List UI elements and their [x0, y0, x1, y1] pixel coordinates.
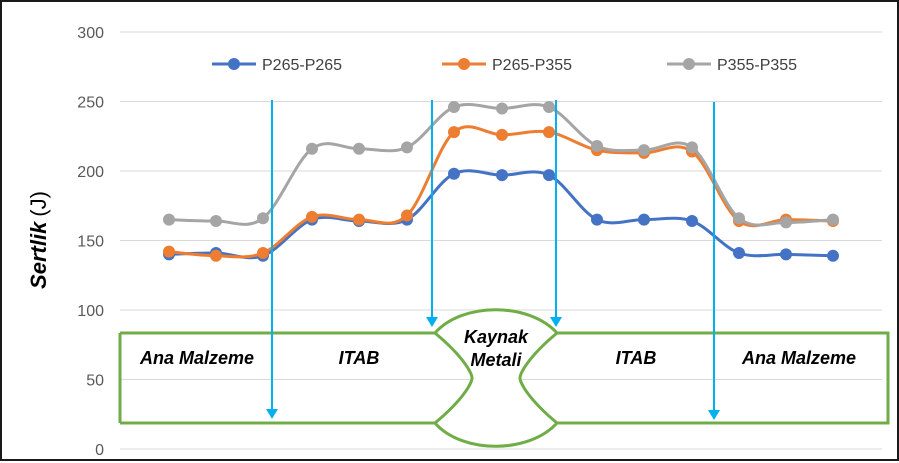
- boundary-arrow-head: [266, 409, 278, 419]
- zone-label-base-metal-left: Ana Malzeme: [139, 348, 254, 368]
- series-p265-p355: [163, 125, 839, 262]
- weld-metal-shape: [432, 308, 560, 448]
- series-line: [168, 103, 834, 227]
- data-point: [686, 141, 698, 154]
- y-axis-label: Sertlik (J): [26, 191, 51, 289]
- data-point: [496, 128, 508, 141]
- data-point: [353, 142, 365, 155]
- data-point: [686, 215, 698, 228]
- data-point: [401, 209, 413, 222]
- legend-marker: [228, 58, 240, 70]
- data-point: [780, 216, 792, 229]
- data-point: [401, 141, 413, 154]
- y-axis-label-unit: (J): [26, 191, 51, 217]
- data-point: [780, 248, 792, 261]
- legend-marker: [458, 58, 470, 70]
- legend-label: P355-P355: [717, 57, 797, 74]
- data-point: [210, 215, 222, 228]
- data-point: [733, 247, 745, 260]
- y-tick-label: 150: [77, 234, 104, 251]
- series-line: [168, 125, 834, 259]
- y-tick-label: 200: [77, 164, 104, 181]
- y-axis-ticks: 0 50 100 150 200 250 300: [77, 25, 104, 459]
- zone-overlay: Ana Malzeme ITAB Kaynak Metali ITAB Ana Malze…: [118, 308, 890, 448]
- data-point: [827, 249, 839, 262]
- y-tick-label: 100: [77, 303, 104, 320]
- legend: P265-P265 P265-P355 P355-P355: [212, 57, 797, 74]
- data-point: [543, 126, 555, 139]
- data-point: [210, 249, 222, 262]
- zone-label-weld-line1: Kaynak: [464, 327, 529, 347]
- y-axis-label-main: Sertlik: [26, 220, 51, 289]
- zone-label-haz-left: ITAB: [339, 348, 380, 368]
- y-tick-label: 250: [77, 95, 104, 112]
- legend-label: P265-P355: [492, 57, 572, 74]
- data-point: [638, 144, 650, 157]
- legend-label: P265-P265: [262, 57, 342, 74]
- boundary-arrow-head: [708, 410, 720, 420]
- boundary-arrow-head: [550, 317, 562, 327]
- data-point: [543, 101, 555, 114]
- data-point: [257, 247, 269, 260]
- data-point: [496, 169, 508, 182]
- y-tick-label: 0: [95, 442, 104, 459]
- data-point: [448, 126, 460, 139]
- data-point: [496, 102, 508, 115]
- zone-label-haz-right: ITAB: [616, 348, 657, 368]
- data-point: [306, 142, 318, 155]
- zone-frame: [120, 331, 890, 425]
- data-point: [827, 213, 839, 226]
- zone-label-weld-line2: Metali: [470, 350, 522, 370]
- zone-label-base-metal-right: Ana Malzeme: [741, 348, 856, 368]
- data-point: [306, 210, 318, 223]
- data-point: [733, 212, 745, 225]
- data-point: [591, 213, 603, 226]
- data-point: [163, 245, 175, 258]
- data-point: [448, 167, 460, 180]
- data-point: [353, 213, 365, 226]
- boundary-arrow-head: [426, 317, 438, 327]
- y-tick-label: 50: [86, 373, 104, 390]
- data-point: [543, 169, 555, 182]
- data-point: [638, 213, 650, 226]
- data-point: [448, 101, 460, 114]
- series-p355-p355: [163, 101, 839, 229]
- series-lines: [163, 101, 839, 262]
- legend-marker: [683, 58, 695, 70]
- data-point: [257, 212, 269, 225]
- y-tick-label: 300: [77, 25, 104, 42]
- data-point: [591, 139, 603, 152]
- data-point: [163, 213, 175, 226]
- zone-arrows: [266, 100, 720, 420]
